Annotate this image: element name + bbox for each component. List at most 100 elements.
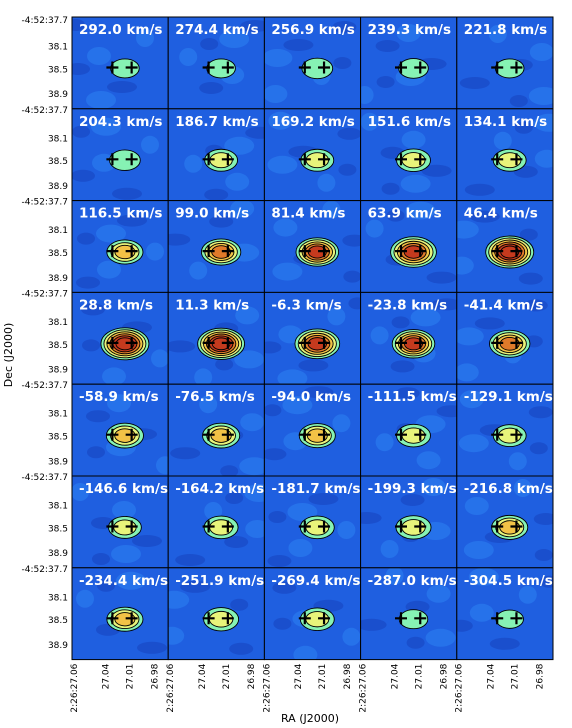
channel-panel: -41.4 km/s [456, 291, 554, 385]
x-tick-label: 27.04 [198, 663, 208, 689]
noise-blob [268, 511, 287, 523]
channel-panel: -94.0 km/s [263, 383, 362, 477]
noise-blob [337, 127, 361, 140]
noise-blob [179, 48, 198, 66]
noise-blob [184, 154, 203, 173]
noise-blob [474, 317, 505, 330]
velocity-label: 169.2 km/s [271, 114, 354, 130]
y-tick-label: -4:52:37.7 [21, 198, 68, 208]
noise-blob [240, 413, 265, 432]
noise-blob [459, 390, 484, 409]
noise-blob [116, 571, 146, 590]
channel-panel: -234.4 km/s [71, 567, 169, 661]
x-tick-label: 2:26:27.06 [455, 663, 465, 712]
noise-blob [96, 224, 126, 243]
noise-blob [493, 131, 512, 150]
y-tick-label: 38.1 [48, 501, 68, 511]
velocity-label: -146.6 km/s [79, 481, 168, 497]
noise-blob [332, 414, 351, 433]
channel-panel: 99.0 km/s [167, 200, 265, 293]
noise-blob [463, 541, 494, 559]
noise-blob [200, 38, 219, 50]
noise-blob [513, 479, 532, 497]
noise-blob [365, 219, 384, 238]
channel-panel: 151.6 km/s [360, 108, 458, 202]
velocity-label: 239.3 km/s [368, 22, 451, 38]
noise-blob [343, 270, 361, 283]
x-tick-label: 27.01 [511, 664, 521, 690]
y-tick-label: -4:52:37.7 [21, 565, 68, 575]
noise-blob [224, 136, 255, 155]
noise-blob [370, 326, 389, 345]
noise-blob [240, 20, 265, 32]
channel-panel: 46.4 km/s [456, 200, 554, 293]
noise-blob [400, 174, 431, 193]
noise-blob [342, 627, 361, 646]
noise-blob [264, 341, 282, 354]
noise-blob [401, 130, 426, 149]
noise-blob [421, 164, 452, 177]
x-axis-label: RA (J2000) [281, 712, 339, 725]
noise-blob [533, 513, 553, 525]
noise-blob [156, 456, 169, 475]
noise-blob [234, 350, 265, 369]
x-tick-label: 2:26:27.06 [262, 663, 272, 712]
noise-blob [380, 540, 399, 558]
noise-blob [288, 539, 313, 557]
velocity-label: 292.0 km/s [79, 22, 162, 38]
noise-blob [348, 297, 361, 310]
noise-blob [426, 271, 457, 284]
noise-blob [86, 410, 110, 423]
channel-panel: -304.5 km/s [456, 567, 554, 661]
noise-blob [72, 125, 90, 138]
noise-blob [385, 567, 404, 585]
noise-blob [225, 492, 244, 504]
velocity-label: -76.5 km/s [175, 389, 255, 405]
y-tick-label: 38.5 [48, 157, 68, 167]
noise-blob [91, 117, 121, 136]
channel-panel: -287.0 km/s [360, 567, 458, 661]
noise-blob [137, 641, 167, 654]
y-tick-label: -4:52:37.7 [21, 106, 68, 116]
noise-blob [112, 501, 136, 519]
x-axis: 2:26:27.06 27.04 27.01 26.98 2:26:27.06 27.04… [70, 663, 546, 712]
velocity-label: 46.4 km/s [464, 206, 538, 222]
x-tick-label: 2:26:27.06 [359, 663, 369, 712]
noise-blob [456, 327, 484, 346]
noise-blob [282, 396, 313, 415]
velocity-label: 81.4 km/s [271, 206, 345, 222]
noise-blob [151, 349, 169, 368]
x-tick-label: 27.01 [318, 664, 328, 690]
noise-blob [77, 232, 95, 245]
noise-blob [317, 173, 336, 192]
velocity-label: 204.3 km/s [79, 114, 162, 130]
noise-blob [416, 451, 441, 470]
noise-blob [322, 200, 341, 219]
velocity-label: 186.7 km/s [175, 114, 258, 130]
velocity-label: 256.9 km/s [271, 22, 354, 38]
noise-blob [168, 340, 196, 353]
noise-blob [175, 554, 206, 566]
noise-blob [519, 228, 538, 241]
noise-blob [277, 369, 308, 385]
x-tick-label: 27.04 [102, 663, 112, 689]
noise-blob [303, 386, 334, 399]
noise-blob [194, 368, 213, 385]
velocity-label: 11.3 km/s [175, 297, 249, 313]
velocity-label: 99.0 km/s [175, 206, 249, 222]
channel-panel: 169.2 km/s [263, 108, 362, 202]
noise-blob [267, 555, 292, 567]
channel-panel: -129.1 km/s [456, 383, 554, 477]
y-axis-label: Dec (J2000) [2, 323, 15, 388]
y-tick-label: 38.1 [48, 134, 68, 144]
velocity-label: -111.5 km/s [368, 389, 457, 405]
noise-blob [235, 306, 260, 325]
x-tick-label: 26.98 [247, 663, 257, 689]
channel-panel: 28.8 km/s [71, 291, 169, 385]
x-tick-label: 26.98 [343, 663, 353, 689]
y-tick-label: 38.9 [48, 90, 68, 100]
noise-blob [112, 187, 142, 200]
velocity-label: 221.8 km/s [464, 22, 547, 38]
noise-blob [107, 394, 131, 413]
